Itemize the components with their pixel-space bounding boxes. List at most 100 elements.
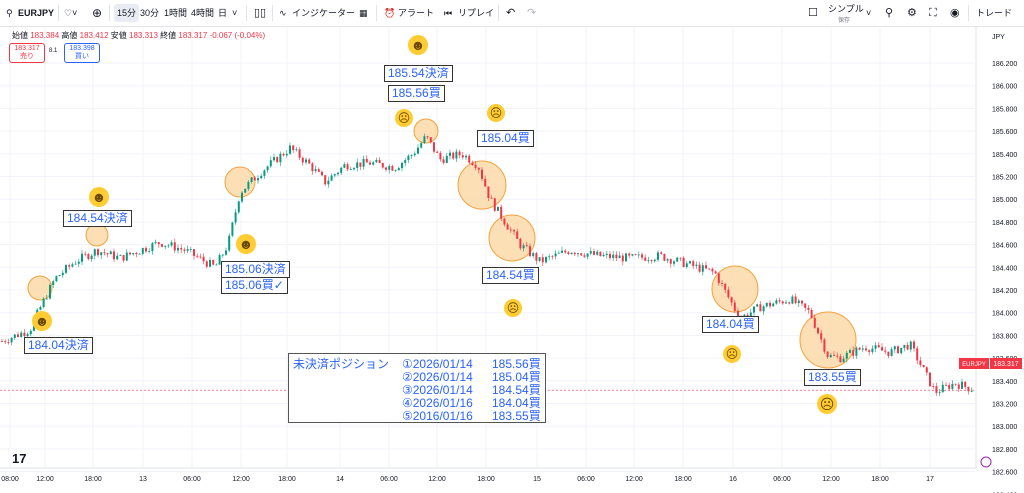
candle-body xyxy=(935,386,938,393)
tradingview-logo[interactable]: 17 xyxy=(12,451,26,466)
candle-body xyxy=(577,253,579,255)
compare-icon[interactable]: ♡˅ xyxy=(64,8,78,18)
candle-body xyxy=(669,259,672,264)
candle-body xyxy=(692,261,695,266)
candle-body xyxy=(605,253,608,255)
quick-search-icon[interactable]: ⚲ xyxy=(885,7,894,19)
candle-body xyxy=(621,255,624,262)
candle-body xyxy=(436,151,439,153)
candle-body xyxy=(298,149,301,158)
sell-button[interactable]: 183.317 売り xyxy=(9,43,45,63)
candle-body xyxy=(906,344,909,350)
candle-body xyxy=(657,252,659,260)
layout-name[interactable]: シンプル xyxy=(828,4,864,14)
search-icon[interactable]: ⚲ xyxy=(6,8,13,18)
layout-grid-icon[interactable]: ▦ xyxy=(359,8,368,18)
timeframe-15m[interactable]: 15分 xyxy=(114,4,140,22)
chevron-down-icon[interactable]: ˅ xyxy=(866,8,872,18)
candle-body xyxy=(378,159,381,163)
trade-button[interactable]: トレード xyxy=(976,8,1013,18)
chevron-down-icon[interactable]: ˅ xyxy=(232,8,238,18)
candle-body xyxy=(477,167,480,170)
candle-body xyxy=(74,263,77,265)
highlight-circle xyxy=(488,214,536,262)
candle-body xyxy=(154,242,157,244)
annotation-185-06-settle[interactable]: 185.06決済 xyxy=(221,261,290,278)
time-tick: 12:00 xyxy=(822,476,840,483)
timeframe-4h[interactable]: 4時間 xyxy=(191,8,215,18)
camera-icon[interactable]: ◉ xyxy=(950,7,960,19)
candle-body xyxy=(362,158,365,167)
time-tick: 12:00 xyxy=(428,476,446,483)
timeframe-1h[interactable]: 1時間 xyxy=(164,8,188,18)
candle-body xyxy=(663,253,666,261)
open-value: 183.384 xyxy=(30,31,60,40)
price-tick: 184.000 xyxy=(992,311,1017,318)
candle-body xyxy=(394,170,397,171)
candle-body xyxy=(532,253,535,257)
candle-body xyxy=(61,272,64,276)
candle-body xyxy=(145,248,147,252)
candles xyxy=(1,133,973,396)
replay-icon[interactable]: ⏮ xyxy=(444,8,453,18)
happy-face-icon: ☻ xyxy=(89,187,109,207)
price-tick: 182.800 xyxy=(992,447,1017,454)
candle-body xyxy=(801,300,803,304)
news-icon[interactable] xyxy=(980,456,992,468)
candle-body xyxy=(868,350,871,353)
layout-icon[interactable]: ☐ xyxy=(808,7,818,19)
timeframe-30m[interactable]: 30分 xyxy=(140,8,160,18)
annotation-184-54-settle[interactable]: 184.54決済 xyxy=(63,210,132,227)
candle-body xyxy=(58,275,61,277)
annotation-185-54-settle[interactable]: 185.54決済 xyxy=(384,65,453,82)
indicators-icon[interactable]: ∿ xyxy=(279,8,287,18)
redo-icon[interactable]: ↷ xyxy=(527,7,537,19)
candle-body xyxy=(884,350,887,352)
annotation-184-54-buy[interactable]: 184.54買 xyxy=(482,267,539,284)
annotation-183-55-buy[interactable]: 183.55買 xyxy=(804,369,861,386)
annotation-185-04-buy[interactable]: 185.04買 xyxy=(477,130,534,147)
candle-body xyxy=(701,265,704,272)
annotation-185-06-buy[interactable]: 185.06買✓ xyxy=(221,277,288,294)
fullscreen-icon[interactable]: ⛶ xyxy=(929,7,937,19)
candle-body xyxy=(391,166,394,171)
candle-body xyxy=(897,346,899,354)
annotation-184-04-settle[interactable]: 184.04決済 xyxy=(24,337,93,354)
candle-body xyxy=(116,255,119,260)
candle-body xyxy=(442,159,445,163)
candle-body xyxy=(426,136,429,138)
add-symbol-icon[interactable]: ⊕ xyxy=(92,6,103,20)
candle-body xyxy=(327,180,330,185)
position-row: ②2026/01/14 185.04買 xyxy=(402,370,541,384)
undo-icon[interactable]: ↶ xyxy=(506,7,516,19)
open-positions-box[interactable]: 未決済ポジション ①2026/01/14 185.56買 ②2026/01/14 1… xyxy=(288,353,546,423)
low-label: 安値 xyxy=(110,31,127,40)
annotation-184-04-buy[interactable]: 184.04買 xyxy=(702,316,759,333)
candle-body xyxy=(737,310,739,319)
candle-body xyxy=(458,151,461,156)
candle-body xyxy=(900,347,903,354)
candle-body xyxy=(916,348,919,361)
candle-body xyxy=(84,253,87,255)
timeframe-day[interactable]: 日 xyxy=(218,8,228,18)
candle-body xyxy=(676,257,679,262)
candle-body xyxy=(596,251,599,255)
candle-body xyxy=(721,283,723,284)
candle-body xyxy=(388,166,391,170)
candle-body xyxy=(193,249,195,256)
replay-button[interactable]: リプレイ xyxy=(458,8,495,18)
annotation-185-56-buy[interactable]: 185.56買 xyxy=(388,85,445,102)
candle-body xyxy=(170,242,173,246)
candle-body xyxy=(887,351,890,356)
settings-icon[interactable]: ⚙ xyxy=(907,7,917,19)
buy-button[interactable]: 183.398 買い xyxy=(64,43,100,63)
symbol-search[interactable]: EURJPY xyxy=(18,8,55,18)
alert-icon[interactable]: ⏰ xyxy=(384,8,396,18)
alert-button[interactable]: アラート xyxy=(398,8,435,18)
candle-body xyxy=(311,163,314,172)
candle-type-icon[interactable]: ▯▯ xyxy=(254,7,267,19)
candle-body xyxy=(733,302,736,311)
candle-body xyxy=(186,249,189,251)
indicators-button[interactable]: インジケーター xyxy=(292,8,356,18)
